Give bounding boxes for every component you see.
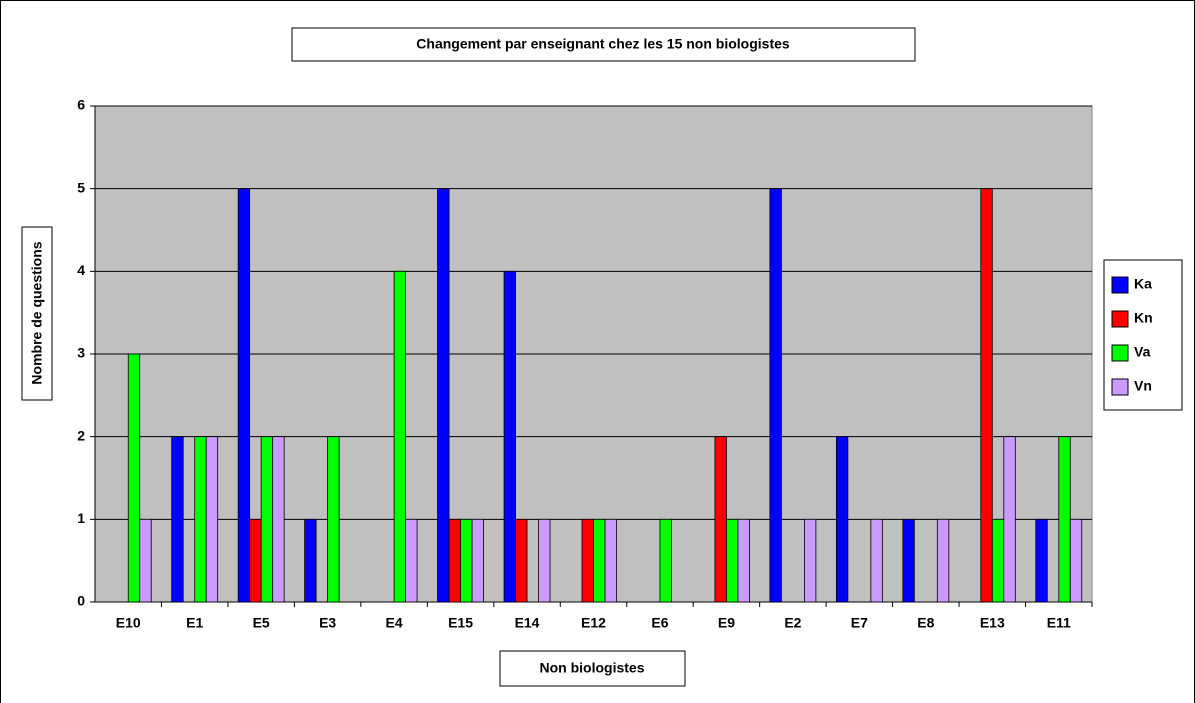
y-tick-label: 5 bbox=[77, 179, 85, 195]
title-box bbox=[291, 27, 916, 62]
bar bbox=[205, 436, 219, 603]
bar bbox=[835, 436, 849, 603]
x-tick-label: E1 bbox=[186, 615, 203, 631]
x-tick-label: E11 bbox=[1047, 615, 1071, 631]
x-tick-label: E7 bbox=[851, 615, 868, 631]
bar bbox=[581, 518, 594, 603]
legend-swatch bbox=[1111, 310, 1129, 328]
x-tick-label: E13 bbox=[980, 615, 1005, 631]
x-tick-label: E14 bbox=[515, 615, 540, 631]
bar bbox=[991, 518, 1005, 603]
bar bbox=[936, 518, 950, 603]
legend-label: Kn bbox=[1134, 310, 1153, 326]
y-tick-label: 2 bbox=[77, 427, 85, 443]
x-tick-label: E2 bbox=[784, 615, 801, 631]
bar bbox=[604, 518, 617, 603]
legend-swatch bbox=[1111, 378, 1129, 396]
bar bbox=[405, 518, 418, 603]
bar bbox=[249, 518, 262, 603]
bar bbox=[437, 188, 450, 603]
bar bbox=[980, 188, 993, 603]
y-axis-label: Nombre de questions bbox=[29, 241, 45, 384]
legend-swatch bbox=[1111, 344, 1129, 362]
bar bbox=[139, 518, 152, 603]
x-tick-label: E15 bbox=[448, 615, 473, 631]
bar bbox=[272, 436, 285, 603]
bar bbox=[769, 188, 782, 603]
x-axis-label: Non biologistes bbox=[540, 660, 645, 676]
bar bbox=[460, 518, 473, 603]
x-tick-label: E4 bbox=[386, 615, 403, 631]
bar bbox=[171, 436, 184, 603]
bar bbox=[1003, 436, 1016, 603]
bar bbox=[327, 436, 340, 603]
x-tick-label: E10 bbox=[116, 615, 141, 631]
y-tick-label: 0 bbox=[77, 593, 85, 609]
bar bbox=[737, 518, 750, 603]
bar bbox=[1058, 436, 1071, 603]
x-tick-label: E12 bbox=[581, 615, 606, 631]
bar bbox=[448, 518, 461, 603]
bar bbox=[393, 270, 407, 603]
y-tick-label: 1 bbox=[77, 510, 85, 526]
bar bbox=[870, 518, 883, 603]
bar bbox=[538, 518, 551, 603]
chart-title: Changement par enseignant chez les 15 no… bbox=[416, 36, 790, 52]
legend-label: Ka bbox=[1134, 276, 1152, 292]
x-tick-label: E6 bbox=[651, 615, 668, 631]
y-tick-label: 4 bbox=[77, 262, 85, 278]
bar bbox=[593, 518, 606, 603]
bar bbox=[304, 518, 317, 603]
legend-label: Vn bbox=[1134, 378, 1152, 394]
bar bbox=[471, 518, 484, 603]
y-tick-label: 6 bbox=[77, 97, 85, 113]
bar bbox=[714, 436, 727, 603]
x-tick-label: E3 bbox=[319, 615, 336, 631]
x-label-box bbox=[499, 650, 686, 687]
x-tick-label: E5 bbox=[253, 615, 270, 631]
bar bbox=[726, 518, 739, 603]
y-label-box bbox=[21, 226, 53, 401]
bar bbox=[237, 188, 251, 603]
bar bbox=[260, 436, 274, 603]
legend-swatch bbox=[1111, 276, 1129, 294]
x-tick-label: E9 bbox=[718, 615, 735, 631]
y-tick-label: 3 bbox=[77, 345, 85, 361]
bar bbox=[804, 518, 817, 603]
bar bbox=[659, 518, 672, 603]
bar bbox=[127, 353, 141, 603]
legend-label: Va bbox=[1134, 344, 1151, 360]
bar bbox=[194, 436, 207, 603]
bar bbox=[1035, 518, 1048, 603]
x-tick-label: E8 bbox=[917, 615, 934, 631]
bar bbox=[503, 270, 516, 603]
bar bbox=[515, 518, 528, 603]
bar bbox=[1069, 518, 1083, 603]
bar bbox=[902, 518, 915, 603]
